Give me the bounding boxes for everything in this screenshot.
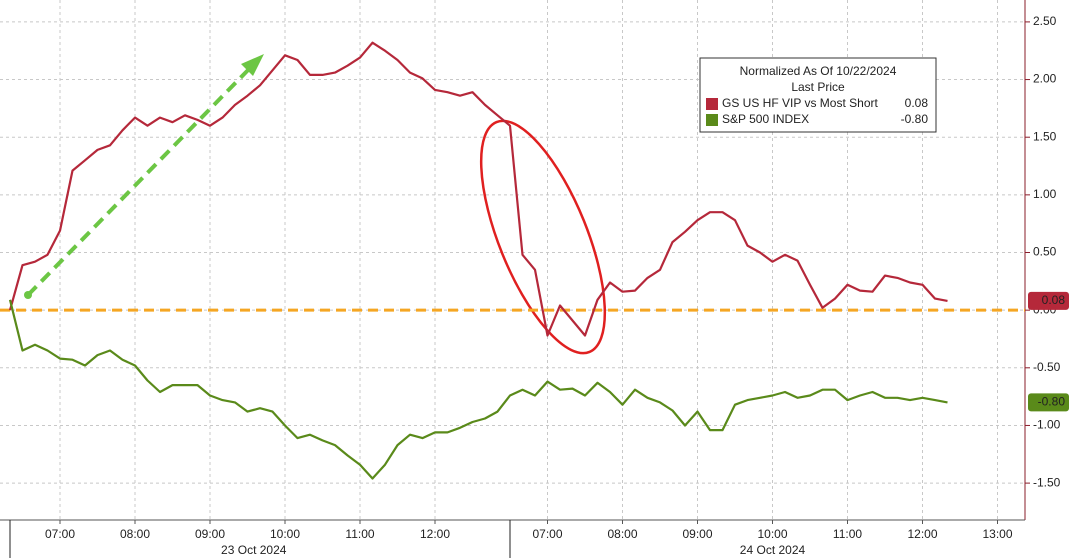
legend-value: 0.08 bbox=[905, 96, 929, 110]
legend-value: -0.80 bbox=[901, 112, 929, 126]
x-tick-label: 09:00 bbox=[195, 527, 225, 541]
x-tick-label: 10:00 bbox=[270, 527, 300, 541]
x-tick-label: 11:00 bbox=[833, 527, 862, 541]
y-tick-label: 2.00 bbox=[1033, 72, 1057, 86]
series-line bbox=[8, 299, 948, 480]
trend-arrow bbox=[26, 64, 254, 297]
arrow-start bbox=[24, 291, 32, 299]
x-tick-label: 08:00 bbox=[120, 527, 150, 541]
last-value-badge bbox=[1028, 393, 1069, 412]
day-label: 24 Oct 2024 bbox=[740, 543, 806, 557]
x-tick-label: 13:00 bbox=[982, 527, 1012, 541]
y-tick-label: -1.00 bbox=[1033, 418, 1061, 432]
x-tick-label: 09:00 bbox=[682, 527, 712, 541]
highlight-ellipse bbox=[479, 119, 607, 355]
day-label: 23 Oct 2024 bbox=[221, 543, 287, 557]
legend-swatch bbox=[706, 98, 718, 110]
y-tick-label: -0.50 bbox=[1033, 360, 1061, 374]
legend-box bbox=[699, 57, 937, 133]
last-value-label: 0.08 bbox=[1042, 293, 1066, 307]
arrow-head bbox=[241, 54, 264, 76]
legend-label: GS US HF VIP vs Most Short bbox=[722, 96, 878, 110]
x-tick-label: 12:00 bbox=[907, 527, 937, 541]
series-line bbox=[8, 41, 948, 337]
x-tick-label: 07:00 bbox=[532, 527, 562, 541]
x-tick-label: 07:00 bbox=[45, 527, 75, 541]
last-value-label: -0.80 bbox=[1038, 395, 1066, 409]
y-tick-label: 2.50 bbox=[1033, 14, 1057, 28]
y-tick-label: 0.50 bbox=[1033, 245, 1057, 259]
x-tick-label: 08:00 bbox=[607, 527, 637, 541]
legend-label: S&P 500 INDEX bbox=[722, 112, 809, 126]
x-tick-label: 11:00 bbox=[345, 527, 374, 541]
x-tick-label: 10:00 bbox=[757, 527, 787, 541]
last-value-badge bbox=[1028, 291, 1069, 310]
x-tick-label: 12:00 bbox=[420, 527, 450, 541]
y-tick-label: 1.50 bbox=[1033, 129, 1057, 143]
legend-swatch bbox=[706, 114, 718, 126]
legend-title: Normalized As Of 10/22/2024 bbox=[740, 64, 897, 78]
y-tick-label: 1.00 bbox=[1033, 187, 1057, 201]
y-tick-label: -1.50 bbox=[1033, 475, 1061, 489]
legend-subtitle: Last Price bbox=[791, 80, 845, 94]
